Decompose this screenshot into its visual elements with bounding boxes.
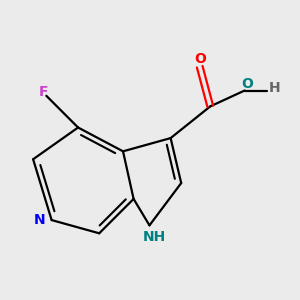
- Text: F: F: [39, 85, 48, 99]
- Text: N: N: [34, 213, 46, 227]
- Text: O: O: [194, 52, 206, 66]
- Text: NH: NH: [143, 230, 166, 244]
- Text: O: O: [242, 77, 253, 91]
- Text: H: H: [269, 81, 281, 95]
